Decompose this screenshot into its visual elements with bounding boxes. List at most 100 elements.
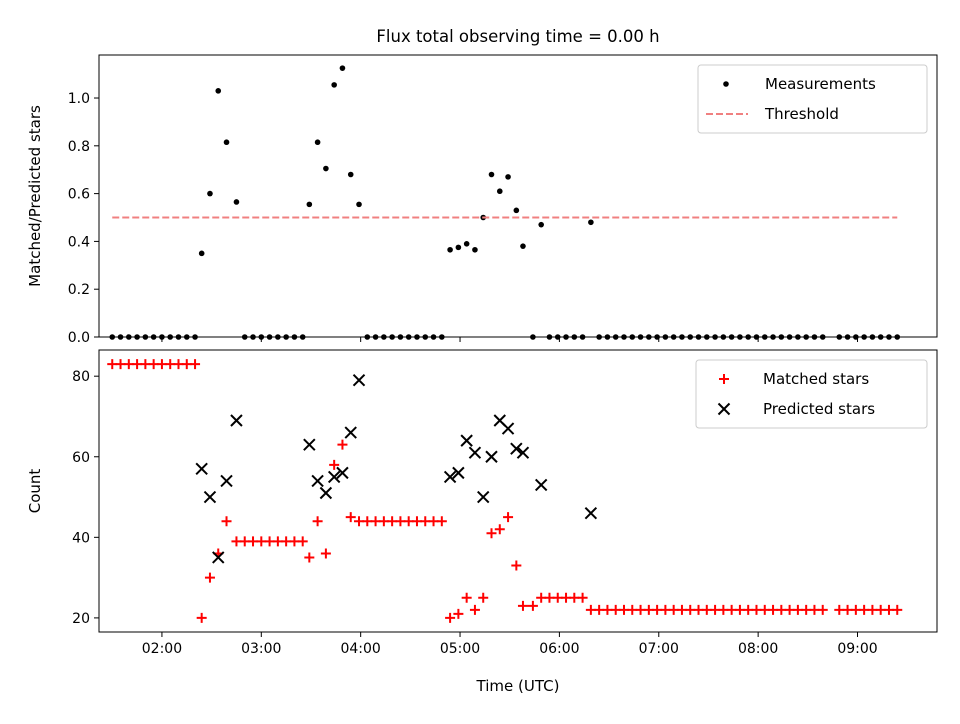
chart-title: Flux total observing time = 0.00 h: [376, 27, 659, 46]
data-point: [817, 604, 828, 615]
data-point: [134, 334, 140, 340]
data-point: [331, 82, 337, 88]
data-point: [588, 219, 594, 226]
data-point: [109, 334, 116, 340]
series-measurements: [109, 65, 901, 340]
data-point: [654, 334, 660, 340]
data-point: [477, 490, 490, 504]
data-point: [319, 486, 333, 500]
data-point: [892, 604, 903, 615]
data-point: [496, 188, 503, 195]
data-point: [405, 334, 412, 340]
data-point: [468, 446, 482, 459]
data-point: [546, 334, 553, 340]
data-point: [297, 536, 308, 547]
data-point: [304, 552, 315, 563]
data-point: [485, 450, 498, 463]
axes-frame: [98, 54, 938, 338]
data-point: [460, 434, 473, 447]
data-point: [314, 139, 321, 146]
data-point: [728, 334, 735, 340]
data-point: [510, 442, 523, 455]
data-point: [220, 474, 233, 488]
data-point: [869, 334, 876, 340]
data-point: [511, 560, 522, 571]
y-tick-label: 1.0: [68, 91, 90, 107]
data-point: [347, 171, 354, 178]
legend-marker: [723, 81, 729, 87]
legend-label: Matched stars: [763, 370, 869, 388]
data-point: [455, 244, 462, 251]
data-point: [795, 334, 801, 340]
data-point: [527, 600, 538, 611]
data-point: [517, 600, 528, 611]
legend: Measurements Threshold: [697, 64, 928, 134]
data-point: [230, 414, 243, 427]
data-point: [190, 359, 201, 370]
data-point: [720, 334, 727, 340]
x-tick-label: 08:00: [738, 641, 778, 657]
data-point: [554, 334, 561, 340]
data-point: [303, 438, 316, 451]
x-tick-label: 07:00: [639, 641, 679, 657]
data-point: [204, 572, 215, 583]
data-point: [461, 592, 472, 603]
data-point: [538, 221, 544, 228]
data-point: [327, 470, 341, 484]
data-point: [670, 334, 677, 340]
x-tick-label: 02:00: [142, 641, 182, 657]
data-point: [494, 524, 505, 535]
data-point: [894, 334, 901, 340]
data-point: [336, 466, 349, 480]
data-point: [836, 334, 843, 340]
x-axis-label: Time (UTC): [476, 677, 560, 695]
data-point: [352, 374, 366, 387]
data-point: [621, 334, 627, 340]
data-point: [344, 426, 357, 439]
data-point: [142, 334, 149, 340]
x-tick-label: 06:00: [539, 641, 579, 657]
data-point: [283, 334, 289, 340]
data-point: [212, 551, 225, 564]
data-point: [503, 512, 514, 523]
data-point: [530, 334, 536, 340]
data-point: [534, 478, 548, 492]
data-point: [770, 334, 776, 340]
data-point: [183, 334, 190, 340]
data-point: [679, 334, 685, 340]
y-tick-label: 40: [72, 530, 90, 546]
data-point: [853, 334, 859, 340]
y-axis-label: Count: [26, 469, 44, 514]
data-point: [196, 612, 207, 623]
y-tick-label: 60: [72, 450, 90, 466]
data-point: [453, 608, 464, 619]
data-point: [233, 199, 240, 205]
data-point: [250, 334, 256, 340]
y-tick-label: 0.0: [68, 330, 90, 346]
y-tick-label: 0.8: [68, 139, 90, 155]
data-point: [167, 334, 174, 340]
data-point: [662, 334, 669, 340]
data-point: [126, 334, 132, 340]
data-point: [505, 174, 511, 180]
data-point: [223, 139, 230, 146]
data-point: [803, 334, 809, 340]
data-point: [844, 334, 851, 340]
data-point: [861, 334, 867, 340]
data-point: [356, 201, 362, 208]
data-point: [203, 490, 217, 504]
data-point: [198, 250, 205, 257]
data-point: [737, 334, 743, 340]
data-point: [745, 334, 752, 340]
data-point: [159, 334, 165, 340]
data-point: [452, 466, 465, 480]
data-point: [786, 334, 793, 340]
data-point: [488, 171, 495, 178]
legend-marker: [719, 374, 729, 384]
data-point: [604, 334, 611, 340]
data-point: [339, 65, 346, 71]
data-point: [469, 604, 480, 615]
data-point: [577, 592, 588, 603]
